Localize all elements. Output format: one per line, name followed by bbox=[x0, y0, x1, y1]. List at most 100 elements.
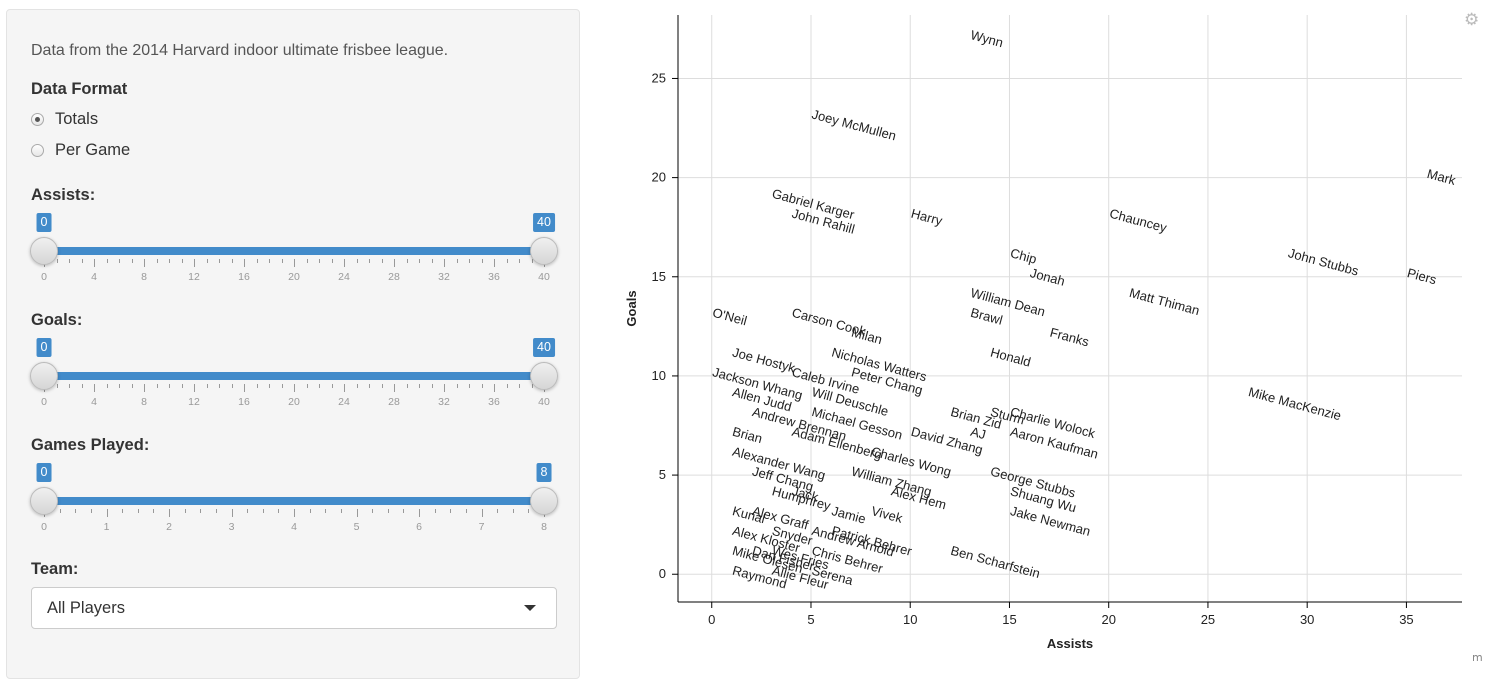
slider-minor-tick bbox=[181, 259, 183, 263]
slider-minor-tick bbox=[481, 259, 483, 263]
slider-minor-tick bbox=[119, 259, 120, 263]
slider-minor-tick bbox=[69, 259, 70, 263]
slider-minor-tick bbox=[75, 509, 77, 513]
games-played-slider[interactable]: 0 1 2 3 4 5 6 7 8 0 8 bbox=[30, 461, 558, 541]
radio-dot-checked[interactable] bbox=[31, 112, 44, 126]
team-select[interactable]: All Players bbox=[31, 587, 557, 629]
slider-high-value: 40 bbox=[533, 338, 555, 357]
slider-low-handle[interactable] bbox=[30, 362, 58, 390]
assists-slider[interactable]: 0 4 8 12 16 20 24 28 32 36 40 0 40 bbox=[30, 211, 558, 291]
point-label: Brian bbox=[731, 424, 764, 446]
slider-minor-tick bbox=[262, 509, 264, 513]
slider-tick-label: 12 bbox=[188, 271, 200, 283]
slider-minor-tick bbox=[325, 509, 327, 513]
slider-minor-tick bbox=[90, 509, 92, 513]
slider-tick-label: 16 bbox=[238, 396, 250, 408]
slider-tick-label: 32 bbox=[438, 271, 450, 283]
scatter-plot: 0 5 10 15 20 25 30 35 0 5 10 15 20 25 Wynn Joey McMull… bbox=[624, 15, 1462, 651]
slider-track[interactable] bbox=[44, 247, 544, 255]
slider-tick-label: 20 bbox=[288, 271, 300, 283]
point-label: Ben Scharfstein bbox=[949, 543, 1042, 581]
slider-tick-label: 2 bbox=[166, 521, 172, 533]
slider-minor-tick bbox=[481, 384, 483, 388]
grid-lines bbox=[678, 15, 1462, 602]
slider-tick-label: 4 bbox=[91, 396, 97, 408]
resize-handle-icon[interactable]: ⅿ bbox=[1472, 652, 1483, 664]
slider-minor-tick bbox=[456, 259, 458, 263]
slider-minor-tick bbox=[387, 509, 389, 513]
radio-totals-label: Totals bbox=[55, 109, 99, 128]
point-label: Harry bbox=[909, 206, 944, 229]
slider-minor-tick bbox=[406, 384, 408, 388]
slider-track[interactable] bbox=[44, 497, 544, 505]
chevron-down-icon[interactable] bbox=[524, 605, 536, 611]
slider-tick-label: 20 bbox=[288, 396, 300, 408]
point-label: Brawl bbox=[969, 305, 1004, 328]
x-tick-label: 30 bbox=[1300, 612, 1314, 627]
goals-slider[interactable]: 0 4 8 12 16 20 24 28 32 36 40 0 40 bbox=[30, 336, 558, 416]
assists-label: Assists: bbox=[31, 186, 96, 204]
slider-minor-tick bbox=[200, 509, 202, 513]
slider-minor-tick bbox=[206, 384, 208, 388]
slider-minor-tick bbox=[465, 509, 467, 513]
slider-low-value: 0 bbox=[36, 463, 52, 482]
radio-totals[interactable]: Totals bbox=[31, 108, 98, 130]
team-label: Team: bbox=[31, 560, 79, 578]
slider-high-handle[interactable] bbox=[530, 237, 558, 265]
slider-minor-tick bbox=[153, 509, 155, 513]
x-axis-label: Assists bbox=[1047, 636, 1093, 651]
slider-minor-tick bbox=[215, 509, 217, 513]
slider-minor-tick bbox=[156, 259, 158, 263]
radio-dot-unchecked[interactable] bbox=[31, 143, 44, 157]
slider-minor-tick bbox=[381, 384, 383, 388]
slider-minor-tick bbox=[131, 384, 133, 388]
slider-tick-label: 8 bbox=[541, 521, 547, 533]
slider-minor-tick bbox=[450, 509, 452, 513]
point-label: Franks bbox=[1048, 325, 1091, 350]
slider-minor-tick bbox=[278, 509, 280, 513]
slider-minor-tick bbox=[106, 384, 108, 388]
slider-minor-tick bbox=[81, 259, 83, 263]
point-label: Mike MacKenzie bbox=[1247, 384, 1343, 423]
slider-minor-tick bbox=[431, 384, 433, 388]
slider-major-tick bbox=[169, 509, 170, 517]
slider-low-handle[interactable] bbox=[30, 237, 58, 265]
slider-major-tick bbox=[494, 259, 495, 267]
slider-minor-tick bbox=[431, 259, 433, 263]
axes: 0 5 10 15 20 25 30 35 0 5 10 15 20 25 bbox=[652, 15, 1462, 627]
slider-minor-tick bbox=[331, 384, 333, 388]
slider-minor-tick bbox=[184, 509, 186, 513]
radio-per-game-label: Per Game bbox=[55, 140, 131, 159]
slider-tick-label: 1 bbox=[103, 521, 110, 533]
slider-track[interactable] bbox=[44, 372, 544, 380]
slider-tick-label: 5 bbox=[353, 521, 360, 533]
slider-tick-label: 12 bbox=[188, 396, 200, 408]
point-label: Piers bbox=[1406, 265, 1439, 287]
y-tick-label: 10 bbox=[652, 368, 666, 383]
radio-per-game[interactable]: Per Game bbox=[31, 139, 130, 161]
slider-high-value: 8 bbox=[536, 463, 552, 482]
slider-minor-tick bbox=[519, 259, 520, 263]
slider-minor-tick bbox=[281, 259, 283, 263]
gear-icon[interactable]: ⚙ bbox=[1464, 10, 1480, 29]
x-tick-label: 25 bbox=[1201, 612, 1215, 627]
point-label: Wynn bbox=[969, 27, 1005, 50]
slider-high-handle[interactable] bbox=[530, 487, 558, 515]
point-label: Milan bbox=[850, 325, 884, 348]
slider-minor-tick bbox=[131, 259, 133, 263]
x-tick-label: 20 bbox=[1101, 612, 1115, 627]
y-tick-label: 20 bbox=[652, 170, 666, 185]
point-label: O'Neil bbox=[711, 305, 749, 329]
slider-minor-tick bbox=[319, 384, 320, 388]
slider-ticks bbox=[44, 509, 545, 519]
x-tick-label: 5 bbox=[807, 612, 814, 627]
slider-major-tick bbox=[194, 259, 195, 267]
slider-minor-tick bbox=[219, 259, 220, 263]
slider-minor-tick bbox=[319, 259, 320, 263]
slider-high-handle[interactable] bbox=[530, 362, 558, 390]
slider-low-handle[interactable] bbox=[30, 487, 58, 515]
slider-minor-tick bbox=[528, 509, 530, 513]
x-tick-label: 10 bbox=[903, 612, 917, 627]
slider-high-value: 40 bbox=[533, 213, 555, 232]
slider-minor-tick bbox=[340, 509, 342, 513]
